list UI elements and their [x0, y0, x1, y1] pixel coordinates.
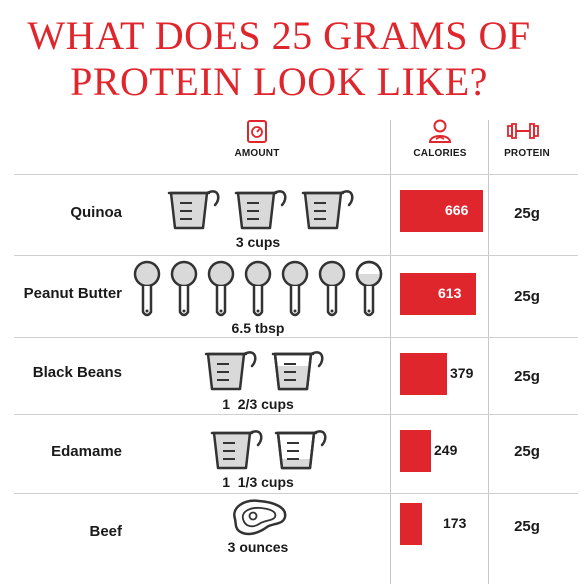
row-divider	[14, 174, 578, 175]
calorie-bar	[400, 430, 431, 472]
calorie-value-label: 173	[443, 515, 467, 531]
protein-value: 25g	[514, 443, 540, 460]
row-label-black-beans: Black Beans	[32, 364, 122, 381]
protein-value: 25g	[514, 368, 540, 385]
calorie-value-label: 613	[438, 285, 462, 301]
measuring-spoon-icon	[170, 260, 198, 317]
title-line-2: PROTEIN LOOK LIKE?	[70, 59, 488, 104]
measuring-spoon-icon	[133, 260, 161, 317]
measuring-cup-icon	[210, 430, 263, 470]
protein-value: 25g	[514, 518, 540, 535]
title-line-1: WHAT DOES 25 GRAMS OF	[27, 13, 531, 58]
calories-column-header: CALORIES	[413, 148, 467, 159]
steak-icon	[233, 499, 287, 536]
calorie-bar	[400, 353, 447, 395]
row-divider	[14, 337, 578, 338]
measuring-spoon-icon	[281, 260, 309, 317]
row-label-edamame: Edamame	[51, 443, 122, 460]
calorie-bar	[400, 190, 483, 232]
protein-column-header: PROTEIN	[504, 148, 550, 159]
row-divider	[14, 255, 578, 256]
row-divider	[14, 493, 578, 494]
protein-value: 25g	[514, 288, 540, 305]
calorie-value-label: 379	[450, 365, 474, 381]
amount-caption: 3 cups	[235, 234, 281, 250]
measuring-cup-icon-partial	[271, 351, 324, 391]
measuring-spoon-icon-half	[355, 260, 383, 317]
row-label-beef: Beef	[89, 523, 122, 540]
column-divider	[390, 120, 391, 584]
amount-caption: 6.5 tbsp	[231, 320, 285, 336]
amount-column-header: AMOUNT	[234, 148, 280, 159]
measuring-cup-icon	[167, 190, 220, 230]
column-divider	[488, 120, 489, 584]
dumbbell-icon	[507, 123, 539, 139]
calorie-bar	[400, 503, 422, 545]
measuring-cup-icon	[301, 190, 354, 230]
protein-value: 25g	[514, 205, 540, 222]
amount-caption: 1 2/3 cups	[222, 396, 294, 412]
amount-caption: 3 ounces	[227, 539, 289, 555]
amount-caption: 1 1/3 cups	[222, 474, 294, 490]
person-icon	[428, 119, 452, 143]
measuring-cup-icon	[204, 351, 257, 391]
measuring-cup-icon	[234, 190, 287, 230]
calorie-bar	[400, 273, 476, 315]
scale-icon	[247, 120, 267, 143]
calorie-value-label: 249	[434, 442, 458, 458]
calorie-value-label: 666	[445, 202, 469, 218]
measuring-spoon-icon	[244, 260, 272, 317]
row-label-quinoa: Quinoa	[70, 204, 122, 221]
measuring-spoon-icon	[318, 260, 346, 317]
measuring-cup-icon-partial	[274, 430, 327, 470]
row-divider	[14, 414, 578, 415]
measuring-spoon-icon	[207, 260, 235, 317]
row-label-peanut-butter: Peanut Butter	[23, 285, 122, 302]
